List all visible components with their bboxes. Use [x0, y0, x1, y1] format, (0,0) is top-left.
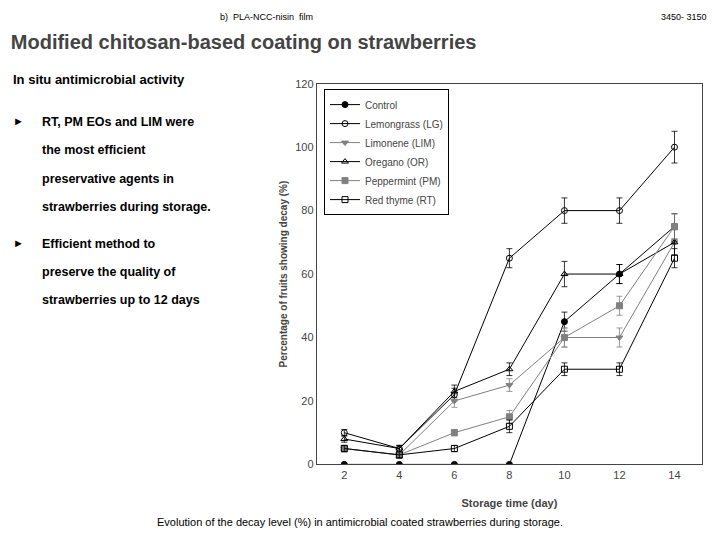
svg-text:3450- 3150: 3450- 3150	[661, 12, 707, 22]
svg-text:120: 120	[295, 78, 313, 90]
svg-text:►: ►	[13, 237, 24, 249]
svg-text:0: 0	[307, 458, 313, 470]
svg-text:strawberries up to 12 days: strawberries up to 12 days	[42, 293, 200, 307]
svg-text:Oregano (OR): Oregano (OR)	[365, 157, 428, 168]
svg-text:Evolution of the decay level (: Evolution of the decay level (%) in anti…	[157, 516, 563, 528]
svg-text:10: 10	[558, 469, 570, 481]
svg-text:preserve the quality of: preserve the quality of	[42, 265, 176, 279]
svg-text:Modified chitosan-based coatin: Modified chitosan-based coating on straw…	[11, 31, 477, 53]
svg-text:14: 14	[668, 469, 680, 481]
svg-text:60: 60	[301, 268, 313, 280]
svg-text:Control: Control	[365, 100, 397, 111]
svg-text:80: 80	[301, 204, 313, 216]
svg-text:Percentage of fruits showing d: Percentage of fruits showing decay (%)	[278, 181, 289, 368]
svg-text:strawberries during storage.: strawberries during storage.	[42, 200, 211, 214]
svg-text:6: 6	[451, 469, 457, 481]
svg-text:Lemongrass (LG): Lemongrass (LG)	[365, 119, 443, 130]
svg-text:12: 12	[613, 469, 625, 481]
svg-text:the most efficient: the most efficient	[42, 143, 146, 157]
svg-text:40: 40	[301, 331, 313, 343]
svg-text:Peppermint (PM): Peppermint (PM)	[365, 176, 441, 187]
svg-text:20: 20	[301, 395, 313, 407]
svg-text:RT, PM EOs and LIM were: RT, PM EOs and LIM were	[42, 115, 194, 129]
svg-text:►: ►	[13, 115, 24, 127]
svg-text:4: 4	[396, 469, 402, 481]
svg-text:100: 100	[295, 141, 313, 153]
svg-text:preservative agents in: preservative agents in	[42, 172, 174, 186]
svg-text:Storage time (day): Storage time (day)	[461, 497, 557, 509]
svg-text:2: 2	[341, 469, 347, 481]
svg-text:Red thyme (RT): Red thyme (RT)	[365, 195, 436, 206]
svg-text:8: 8	[506, 469, 512, 481]
svg-text:Efficient method to: Efficient method to	[42, 237, 156, 251]
svg-text:b) PLA-NCC-nisin film: b) PLA-NCC-nisin film	[220, 12, 313, 22]
svg-text:Limonene (LIM): Limonene (LIM)	[365, 138, 435, 149]
svg-text:In situ antimicrobial activity: In situ antimicrobial activity	[13, 72, 185, 87]
